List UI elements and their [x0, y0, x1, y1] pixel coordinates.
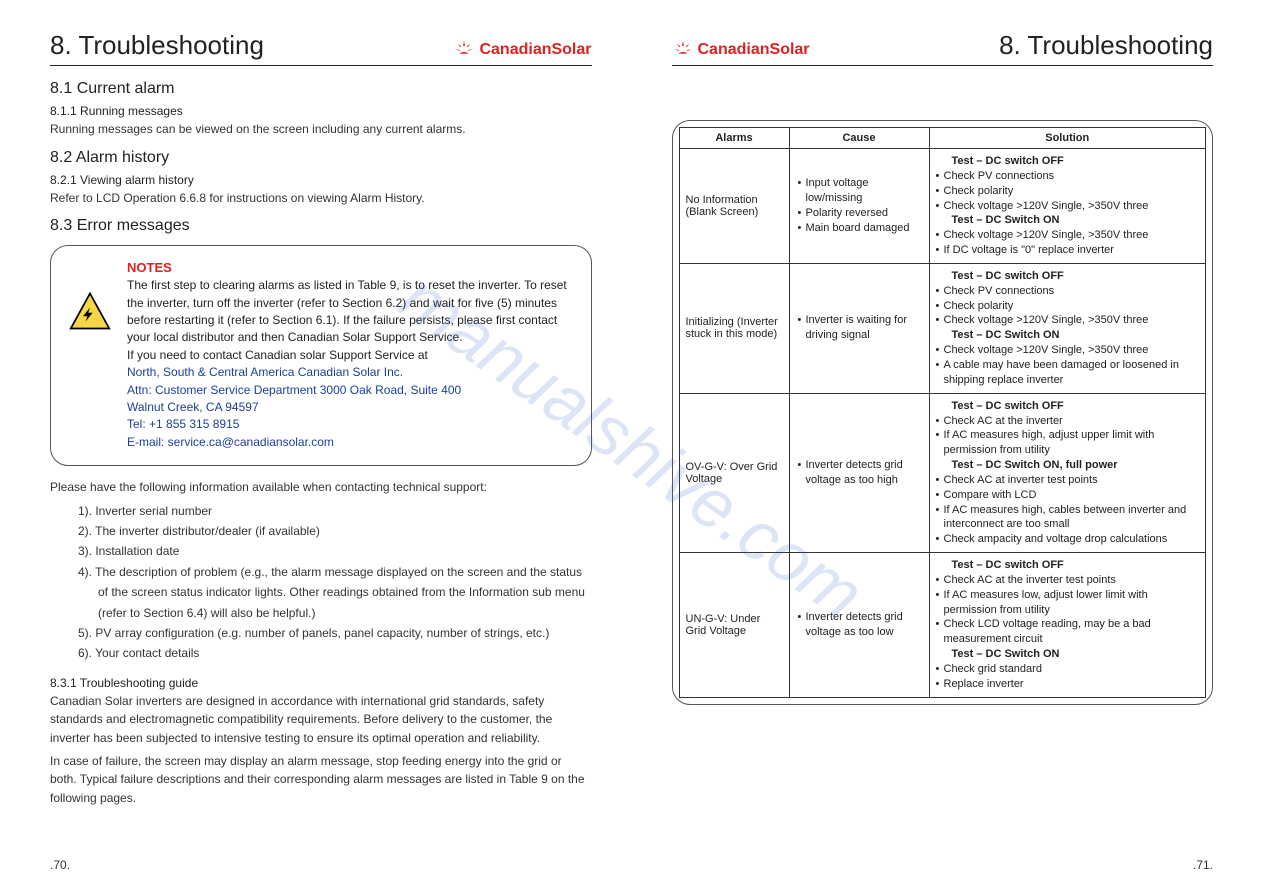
- list-item: 4). The description of problem (e.g., th…: [78, 562, 592, 623]
- guide-p2: In case of failure, the screen may displ…: [50, 752, 592, 808]
- cell-solution: Test – DC switch OFFCheck AC at the inve…: [929, 553, 1206, 698]
- notes-lead: If you need to contact Canadian solar Su…: [127, 347, 573, 364]
- cell-cause: Inverter is waiting for driving signal: [789, 263, 929, 393]
- list-item: 6). Your contact details: [78, 643, 592, 663]
- cell-alarm: Initializing (Inverter stuck in this mod…: [679, 263, 789, 393]
- list-item: 3). Installation date: [78, 541, 592, 561]
- table-header-row: Alarms Cause Solution: [679, 128, 1206, 149]
- error-table-wrap: Alarms Cause Solution No Information (Bl…: [672, 120, 1214, 705]
- section-8-2: 8.2 Alarm history: [50, 149, 592, 167]
- cell-solution: Test – DC switch OFFCheck PV connections…: [929, 263, 1206, 393]
- warning-icon: [69, 290, 111, 335]
- page-right: 8. Troubleshooting CanadianSolar Alarms …: [632, 0, 1263, 892]
- support-intro: Please have the following information av…: [50, 478, 592, 497]
- table-row: OV-G-V: Over Grid VoltageInverter detect…: [679, 393, 1206, 552]
- cell-solution: Test – DC switch OFFCheck AC at the inve…: [929, 393, 1206, 552]
- chapter-title: 8. Troubleshooting: [50, 30, 264, 61]
- cell-alarm: UN-G-V: Under Grid Voltage: [679, 553, 789, 698]
- cell-cause: Inverter detects grid voltage as too hig…: [789, 393, 929, 552]
- page-header-right: 8. Troubleshooting CanadianSolar: [672, 30, 1214, 66]
- subsection-8-3-1: 8.3.1 Troubleshooting guide: [50, 676, 592, 690]
- notes-title: NOTES: [127, 260, 573, 275]
- brand-logo: CanadianSolar: [672, 39, 810, 61]
- cell-solution: Test – DC switch OFFCheck PV connections…: [929, 149, 1206, 264]
- brand-logo: CanadianSolar: [453, 39, 591, 61]
- guide-p1: Canadian Solar inverters are designed in…: [50, 692, 592, 748]
- body-8-1-1: Running messages can be viewed on the sc…: [50, 120, 592, 139]
- list-item: 2). The inverter distributor/dealer (if …: [78, 521, 592, 541]
- page-left: 8. Troubleshooting CanadianSolar 8.1 Cur…: [0, 0, 632, 892]
- chapter-title: 8. Troubleshooting: [999, 30, 1213, 61]
- page-spread: 8. Troubleshooting CanadianSolar 8.1 Cur…: [0, 0, 1263, 892]
- brand-text: CanadianSolar: [479, 41, 591, 59]
- brand-text: CanadianSolar: [698, 41, 810, 59]
- brand-sun-icon: [672, 39, 694, 61]
- table-row: No Information (Blank Screen)Input volta…: [679, 149, 1206, 264]
- notes-content: NOTES The first step to clearing alarms …: [127, 260, 573, 451]
- cell-alarm: No Information (Blank Screen): [679, 149, 789, 264]
- table-row: UN-G-V: Under Grid VoltageInverter detec…: [679, 553, 1206, 698]
- section-8-3: 8.3 Error messages: [50, 217, 592, 235]
- page-number-left: .70.: [50, 858, 70, 872]
- cell-cause: Inverter detects grid voltage as too low: [789, 553, 929, 698]
- th-cause: Cause: [789, 128, 929, 149]
- notes-box: NOTES The first step to clearing alarms …: [50, 245, 592, 466]
- section-8-1: 8.1 Current alarm: [50, 80, 592, 98]
- error-table: Alarms Cause Solution No Information (Bl…: [679, 127, 1207, 698]
- table-row: Initializing (Inverter stuck in this mod…: [679, 263, 1206, 393]
- support-list: 1). Inverter serial number2). The invert…: [78, 501, 592, 664]
- body-8-2-1: Refer to LCD Operation 6.6.8 for instruc…: [50, 189, 592, 208]
- page-number-right: .71.: [1193, 858, 1213, 872]
- list-item: 5). PV array configuration (e.g. number …: [78, 623, 592, 643]
- cell-alarm: OV-G-V: Over Grid Voltage: [679, 393, 789, 552]
- list-item: 1). Inverter serial number: [78, 501, 592, 521]
- notes-contact: North, South & Central America Canadian …: [127, 364, 573, 451]
- th-alarms: Alarms: [679, 128, 789, 149]
- page-header-left: 8. Troubleshooting CanadianSolar: [50, 30, 592, 66]
- cell-cause: Input voltage low/missingPolarity revers…: [789, 149, 929, 264]
- notes-body: The first step to clearing alarms as lis…: [127, 277, 573, 347]
- brand-sun-icon: [453, 39, 475, 61]
- subsection-8-1-1: 8.1.1 Running messages: [50, 104, 592, 118]
- subsection-8-2-1: 8.2.1 Viewing alarm history: [50, 173, 592, 187]
- th-solution: Solution: [929, 128, 1206, 149]
